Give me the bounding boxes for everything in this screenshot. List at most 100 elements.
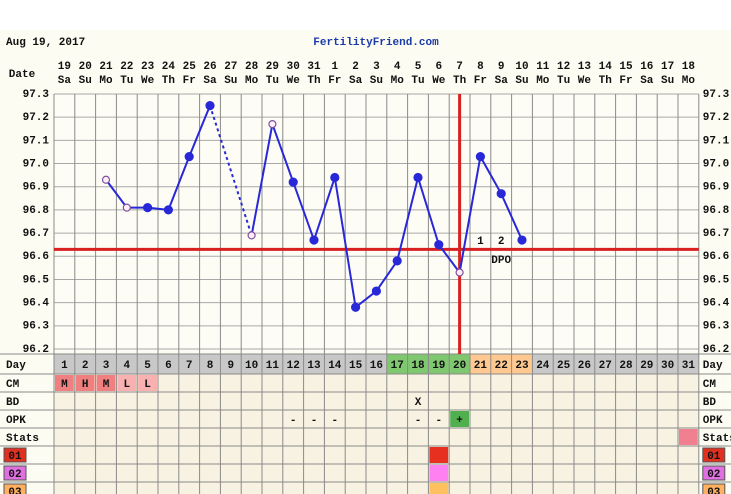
row-label-right: 02: [707, 469, 720, 481]
row-cell-text: H: [82, 379, 89, 391]
x-tick-label: 19: [432, 360, 445, 372]
row-background: [54, 392, 699, 410]
row-cell-text: -: [415, 415, 422, 427]
x-tick-label: 24: [536, 360, 550, 372]
date-label: 29: [266, 61, 279, 73]
x-axis-label: Day: [6, 360, 26, 372]
x-tick-label: 25: [557, 360, 571, 372]
day-cell: [574, 354, 595, 374]
date-label: 30: [287, 61, 300, 73]
y-tick-label: 97.2: [23, 112, 49, 124]
temperature-point: [288, 177, 298, 187]
day-cell: [678, 354, 699, 374]
weekday-label: Fr: [328, 75, 341, 87]
weekday-label: Fr: [183, 75, 196, 87]
weekday-label: Mo: [245, 75, 259, 87]
date-label: 7: [456, 61, 463, 73]
date-label: 8: [477, 61, 484, 73]
weekday-label: Su: [370, 75, 383, 87]
row-cell: [450, 411, 469, 427]
weekday-label: Su: [661, 75, 674, 87]
x-tick-label: 7: [186, 360, 193, 372]
day-cell: [386, 354, 408, 374]
day-cell: [95, 354, 117, 374]
day-cell: [532, 354, 554, 374]
date-label: 2: [352, 61, 359, 73]
x-tick-label: 27: [599, 360, 612, 372]
temperature-point: [475, 151, 485, 162]
day-cell: [262, 354, 283, 374]
weekday-label: Th: [453, 75, 466, 87]
x-tick-label: 11: [266, 360, 280, 372]
weekday-label: Mo: [391, 75, 405, 87]
weekday-label: We: [432, 75, 446, 87]
y-tick-label: 96.9: [23, 182, 49, 194]
x-tick-label: 3: [103, 360, 110, 372]
row-cell-text: L: [123, 379, 130, 391]
temperature-point: [143, 202, 153, 213]
day-cell: [470, 354, 491, 374]
weekday-label: Sa: [349, 75, 363, 87]
row-cell-text: X: [415, 397, 422, 409]
weekday-label: Tu: [120, 75, 133, 87]
y-tick-label-right: 96.8: [703, 205, 730, 217]
chart-title: FertilityFriend.com: [313, 37, 439, 49]
row-cell: [55, 375, 74, 391]
date-label: 12: [557, 61, 570, 73]
x-tick-label: 8: [207, 360, 214, 372]
day-cell: [54, 354, 75, 374]
temperature-point: [413, 172, 423, 183]
y-tick-label: 97.1: [23, 135, 50, 147]
day-cell: [199, 354, 221, 374]
temperature-point: [455, 268, 464, 277]
row-label-right: BD: [703, 397, 717, 409]
date-label: Aug 19, 2017: [6, 37, 85, 49]
y-tick-label-right: 97.0: [703, 158, 729, 170]
date-label: 19: [58, 61, 71, 73]
row-cell-text: -: [435, 415, 442, 427]
weekday-label: Tu: [266, 75, 279, 87]
x-tick-label: 23: [515, 360, 529, 372]
day-cell: [594, 354, 616, 374]
x-tick-label: 31: [682, 360, 696, 372]
x-tick-label: 1: [61, 360, 68, 372]
day-cell: [449, 354, 470, 374]
temperature-point: [309, 235, 319, 245]
date-label: 11: [536, 61, 550, 73]
day-cell: [511, 354, 533, 374]
temperature-point: [330, 172, 340, 183]
weekday-label: Th: [307, 75, 320, 87]
row-background: [54, 428, 699, 446]
row-cell-text: +: [456, 415, 463, 427]
temperature-point: [122, 203, 131, 212]
row-label-box: [3, 483, 27, 494]
row-cell-text: L: [144, 379, 151, 391]
date-label: 27: [224, 61, 237, 73]
x-tick-label: 4: [123, 360, 130, 372]
y-tick-label: 96.6: [23, 251, 49, 263]
day-cell: [178, 354, 200, 374]
row-cell: [429, 465, 449, 481]
row-cell: [117, 375, 137, 391]
y-tick-label-right: 97.1: [703, 135, 730, 147]
y-tick-label-right: 96.4: [703, 298, 730, 310]
x-tick-label: 26: [578, 360, 591, 372]
temperature-point: [268, 120, 277, 129]
row-label: 03: [8, 487, 22, 494]
weekday-label: Sa: [495, 75, 509, 87]
day-cell: [220, 354, 242, 374]
x-axis-label-right: Day: [703, 360, 723, 372]
row-cell: [138, 375, 157, 391]
date-label: 3: [373, 61, 380, 73]
temperature-point: [247, 231, 256, 240]
x-tick-label: 18: [411, 360, 425, 372]
row-background: [54, 446, 699, 464]
temperature-point: [517, 235, 527, 245]
weekday-label: Sa: [640, 75, 654, 87]
date-label: 17: [661, 61, 674, 73]
row-cell: [429, 447, 449, 463]
date-label: 15: [619, 61, 633, 73]
y-tick-label: 97.3: [23, 89, 50, 101]
row-label: BD: [6, 397, 20, 409]
day-cell: [366, 354, 387, 374]
